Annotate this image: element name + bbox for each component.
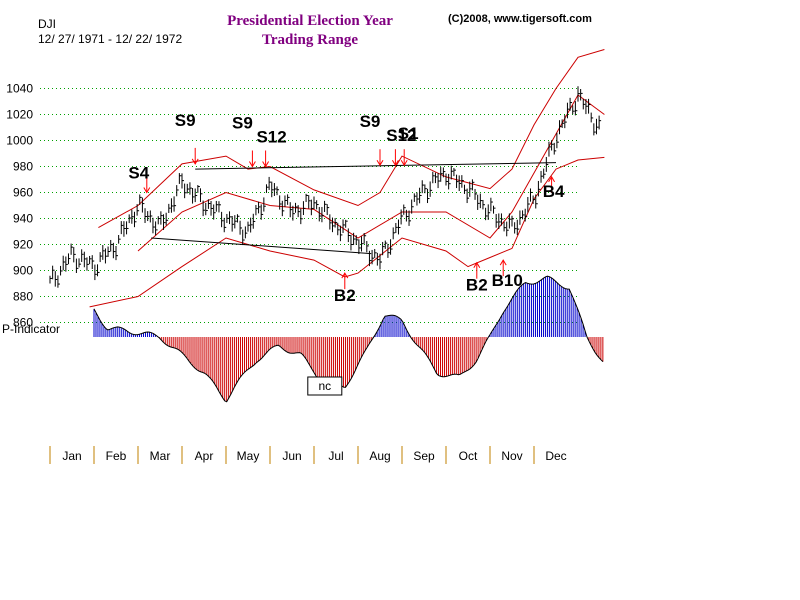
- signal-label-0: S4: [128, 164, 149, 183]
- y-tick-920: 920: [13, 238, 33, 252]
- y-tick-980: 980: [13, 160, 33, 174]
- signal-arrowhead-3: [262, 161, 270, 168]
- signal-label-4: S9: [360, 112, 381, 131]
- signal-label-2: S9: [232, 114, 253, 133]
- signal-label-3: S12: [256, 128, 286, 147]
- signal-label-9: B10: [492, 271, 523, 290]
- copyright-label: (C)2008, www.tigersoft.com: [448, 13, 592, 25]
- signal-label-1: S9: [175, 111, 196, 130]
- signal-arrowhead-9: [499, 259, 507, 266]
- month-label-apr: Apr: [195, 449, 214, 463]
- y-tick-940: 940: [13, 212, 33, 226]
- y-tick-1000: 1000: [6, 134, 33, 148]
- chart-title-line2: Trading Range: [262, 32, 358, 48]
- month-label-sep: Sep: [413, 449, 435, 463]
- signal-arrowhead-7: [341, 272, 349, 279]
- date-range-label: 12/ 27/ 1971 - 12/ 22/ 1972: [38, 32, 183, 46]
- indicator-annotation-box: [307, 376, 343, 396]
- band-line-1: [98, 49, 605, 229]
- signal-arrowhead-1: [191, 158, 199, 165]
- month-label-jul: Jul: [328, 449, 343, 463]
- month-label-mar: Mar: [150, 449, 171, 463]
- band-line-2: [137, 94, 605, 252]
- y-tick-880: 880: [13, 290, 33, 304]
- symbol-label: DJI: [38, 17, 56, 31]
- y-tick-860: 860: [13, 316, 33, 330]
- y-tick-960: 960: [13, 186, 33, 200]
- month-label-jan: Jan: [62, 449, 81, 463]
- y-tick-1040: 1040: [6, 82, 33, 96]
- month-label-feb: Feb: [106, 449, 127, 463]
- band-line-5: [151, 237, 372, 255]
- month-label-oct: Oct: [459, 449, 478, 463]
- signal-arrowhead-0: [143, 187, 151, 194]
- y-tick-900: 900: [13, 264, 33, 278]
- signal-arrowhead-6: [400, 159, 408, 167]
- signal-arrowhead-5: [391, 159, 399, 167]
- chart-title-line1: Presidential Election Year: [227, 13, 393, 29]
- indicator-line: [93, 275, 604, 403]
- signal-arrowhead-8: [473, 261, 481, 268]
- band-line-4: [195, 162, 557, 170]
- signal-label-7: B2: [334, 286, 356, 305]
- signal-arrowhead-2: [248, 161, 256, 168]
- y-tick-1020: 1020: [6, 108, 33, 122]
- signal-label-6: S1: [398, 124, 419, 143]
- signal-arrowhead-4: [376, 159, 384, 167]
- month-label-aug: Aug: [369, 449, 390, 463]
- signal-label-8: B2: [466, 276, 488, 295]
- indicator-annotation: nc: [318, 379, 331, 393]
- signal-label-10: B4: [543, 182, 565, 201]
- month-label-nov: Nov: [501, 449, 522, 463]
- indicator-label: P-Indicator: [2, 322, 60, 336]
- signal-label-5: S12: [386, 126, 416, 145]
- band-line-3: [89, 156, 605, 308]
- month-label-dec: Dec: [545, 449, 566, 463]
- month-label-may: May: [237, 449, 260, 463]
- signal-arrowhead-10: [548, 175, 556, 183]
- month-label-jun: Jun: [282, 449, 301, 463]
